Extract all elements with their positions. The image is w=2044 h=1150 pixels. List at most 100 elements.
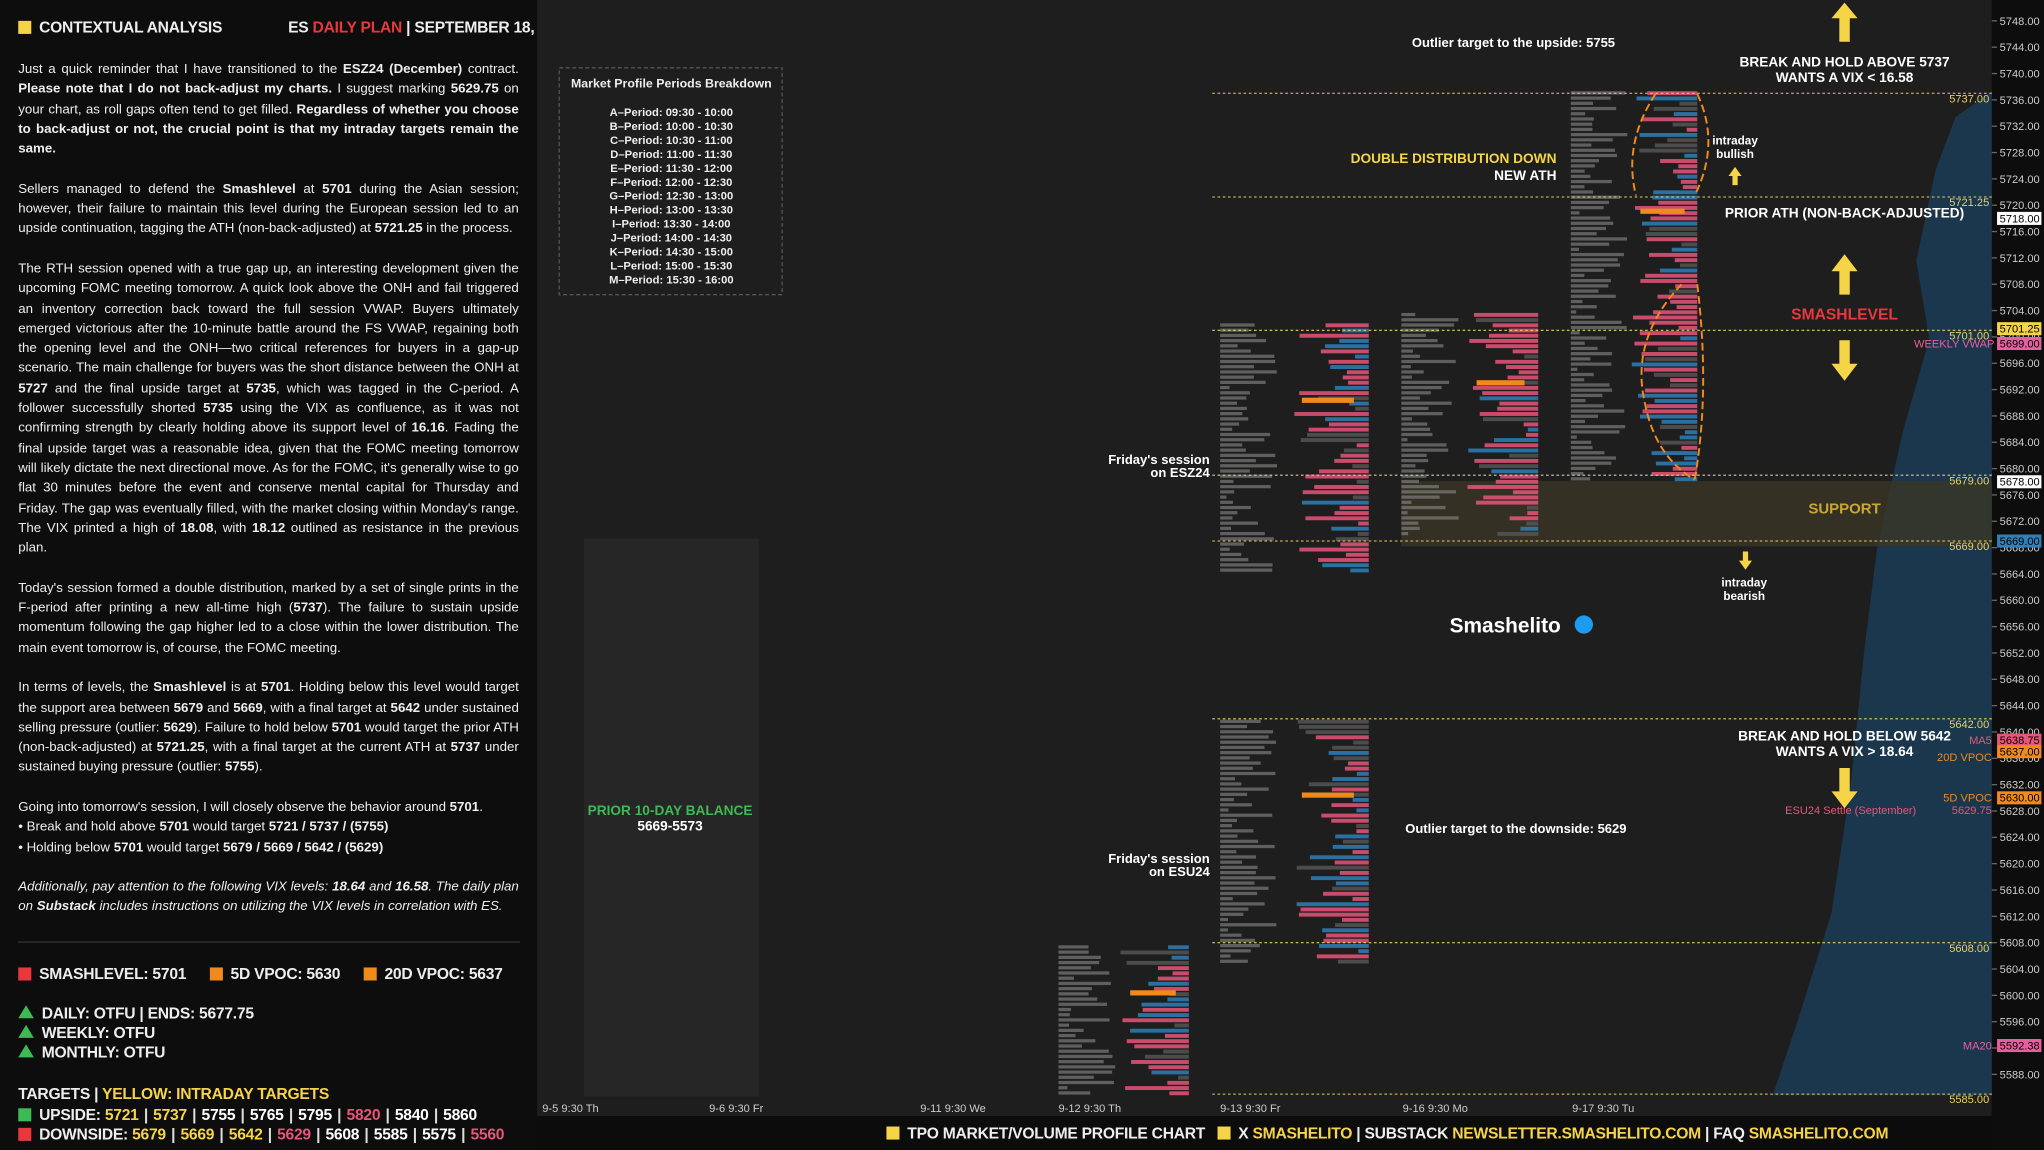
tpo-letters <box>1220 897 1233 901</box>
footer-x: X <box>1238 1123 1249 1143</box>
volume-bar <box>1346 370 1369 375</box>
tpo-letters <box>1570 393 1603 398</box>
volume-bar <box>1677 174 1698 179</box>
tick-label: 5688.00 <box>2000 411 2040 423</box>
level-label: 5669.00 <box>1949 541 1989 553</box>
volume-bar <box>1645 357 1698 362</box>
volume-bar <box>1660 425 1698 429</box>
text-run: 5737 <box>293 601 323 616</box>
volume-bar <box>1322 563 1369 568</box>
tpo-letters <box>1570 383 1610 387</box>
volume-bar <box>1169 1091 1189 1096</box>
tag-note: 20D VPOC <box>1937 752 1992 764</box>
volume-bar <box>1120 950 1189 955</box>
tpo-letters <box>1401 396 1420 400</box>
text-run: on your chart, as roll gaps often tend t… <box>18 82 519 117</box>
volume-bar <box>1475 318 1539 323</box>
tpo-letters <box>1220 558 1249 562</box>
volume-bar <box>1649 252 1698 257</box>
tpo-letters <box>1570 211 1580 215</box>
volume-bar <box>1649 226 1698 231</box>
text-run: Please note that I do not back-adjust my… <box>18 82 333 97</box>
tpo-letters <box>1570 112 1586 116</box>
tpo-letters <box>1570 237 1628 241</box>
volume-bar <box>1169 992 1189 997</box>
volume-bar <box>1638 393 1698 398</box>
levels: 5737.00 5721.25 5701.00 5679.00 5669.00 5642.… <box>1212 92 1992 1106</box>
price-tag <box>1997 733 2042 747</box>
tick-label: 5628.00 <box>2000 806 2040 818</box>
volume-bar <box>1491 469 1539 474</box>
text-run: 5701 <box>159 820 190 835</box>
volume-bar <box>1343 448 1369 453</box>
tpo-letters <box>1570 247 1580 251</box>
footer-site[interactable]: SMASHELITO.COM <box>1748 1123 1889 1143</box>
key-level-label: SMASHLEVEL: 5701 <box>39 964 187 984</box>
distribution-outline <box>1693 93 1710 480</box>
tpo-letters <box>1570 471 1584 476</box>
tpo-letters <box>1570 122 1593 126</box>
volume-bar <box>1296 902 1369 907</box>
paragraph: Additionally, pay attention to the follo… <box>18 878 519 918</box>
tpo-letters <box>1220 443 1243 447</box>
volume-bar <box>1526 432 1539 437</box>
annotation: WANTS A VIX < 16.58 <box>1776 70 1914 85</box>
annotation: PRIOR 10-DAY BALANCE <box>588 803 753 818</box>
volume-bar <box>1485 344 1539 349</box>
tpo-letters <box>1570 425 1626 429</box>
tick-label: 5732.00 <box>2000 121 2040 133</box>
footer-newsletter[interactable]: NEWSLETTER.SMASHELITO.COM <box>1452 1123 1701 1143</box>
text-run: at <box>295 182 323 197</box>
footer-handle[interactable]: SMASHELITO <box>1252 1123 1353 1143</box>
tpo-letters <box>1401 354 1420 358</box>
tpo-letters <box>1570 284 1609 288</box>
tick-label: 5656.00 <box>2000 622 2040 634</box>
level-label: 5642.00 <box>1949 719 1989 731</box>
tick-label: 5672.00 <box>2000 516 2040 528</box>
tpo-letters <box>1220 531 1265 536</box>
tick-label: 5724.00 <box>2000 174 2040 186</box>
tick-label: 5604.00 <box>2000 964 2040 976</box>
text-run: Additionally, pay attention to the follo… <box>18 880 333 895</box>
tpo-letters <box>1401 370 1424 374</box>
volume-bar <box>1334 511 1369 516</box>
separator: | <box>433 1105 438 1124</box>
tpo-letters <box>1570 341 1585 345</box>
tpo-letters <box>1058 1070 1113 1074</box>
tpo-letters <box>1220 917 1229 922</box>
tpo-letters <box>1570 279 1611 283</box>
price-tag-label: 5678.00 <box>2000 477 2040 489</box>
tick-label: 5664.00 <box>2000 569 2040 581</box>
x-tick-label: 9-6 9:30 Fr <box>709 1103 763 1115</box>
tpo-letters <box>1058 992 1089 996</box>
tpo-letters <box>1220 365 1255 369</box>
text-run: includes instructions on utilizing the V… <box>95 900 503 915</box>
trend-row: DAILY: OTFU | ENDS: 5677.75 <box>18 1004 254 1024</box>
annotation: Outlier target to the downside: 5629 <box>1405 821 1626 836</box>
tpo-letters <box>1058 1044 1082 1048</box>
icon <box>18 20 32 34</box>
tpo-letters <box>1220 417 1249 421</box>
vpoc-bar <box>1301 792 1354 798</box>
volume-bar <box>1328 422 1369 427</box>
target: 5560 <box>470 1125 505 1144</box>
separator: | <box>406 18 411 37</box>
period: I–Period: 13:30 - 14:00 <box>612 219 730 231</box>
tpo-letters <box>1570 153 1618 158</box>
volume-bar <box>1497 406 1539 411</box>
volume-bar <box>1330 365 1369 369</box>
volume-bar <box>1356 443 1369 448</box>
text-run: 18.08 <box>180 521 214 536</box>
text-run: outlined as resistance in the previous p… <box>18 521 519 556</box>
annotation: BREAK AND HOLD ABOVE 5737 <box>1739 54 1949 69</box>
tick-label: 5648.00 <box>2000 674 2040 686</box>
tpo-letters <box>1220 432 1271 437</box>
tpo-letters <box>1058 955 1101 959</box>
level-label: 5721.25 <box>1949 197 1989 209</box>
separator: | <box>267 1125 272 1144</box>
tpo-letters <box>1220 495 1227 499</box>
volume-bar <box>1658 200 1698 205</box>
tpo-letters <box>1401 469 1425 473</box>
tpo-letters <box>1220 808 1229 812</box>
separator: | <box>171 1125 176 1144</box>
